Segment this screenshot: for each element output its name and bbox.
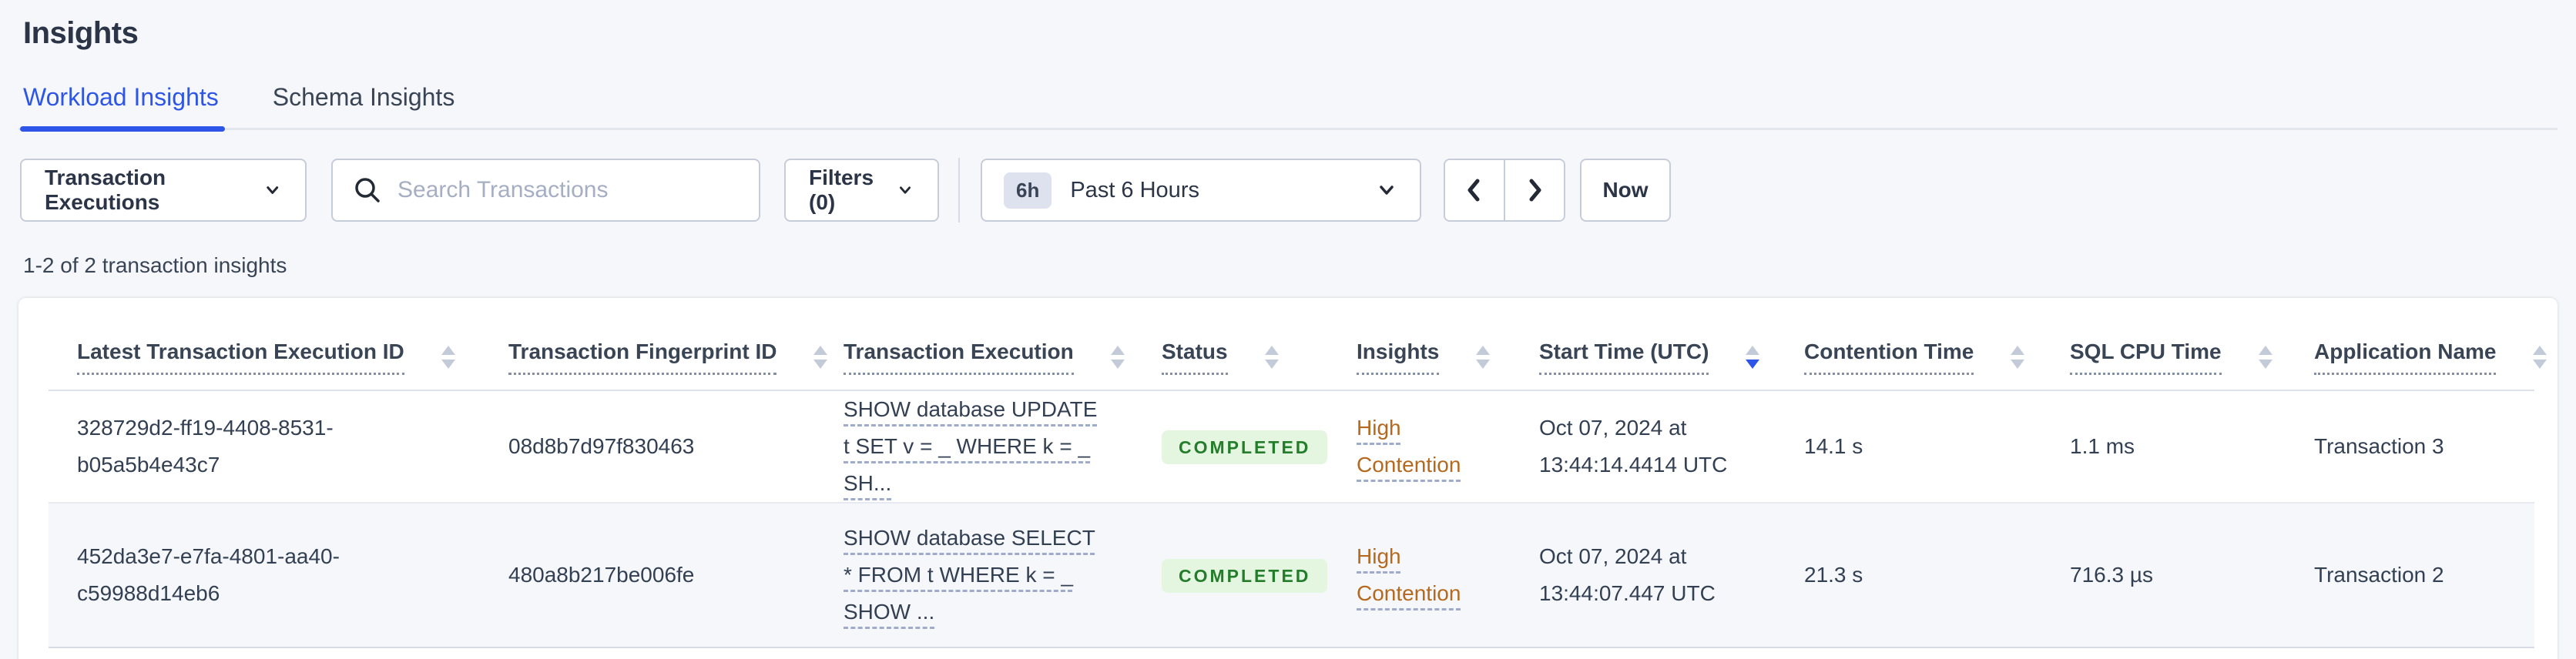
sort-icon[interactable] [813,345,828,369]
column-label: Transaction Execution [844,339,1074,375]
column-label: Contention Time [1804,339,1974,375]
column-header-sql-cpu-time[interactable]: SQL CPU Time [2070,339,2272,375]
column-header-latest-transaction-execution-id[interactable]: Latest Transaction Execution ID [77,339,465,375]
sort-icon[interactable] [2011,345,2025,369]
sort-icon[interactable] [2533,345,2547,369]
chevron-left-icon [1467,179,1480,202]
latest-execution-id: 452da3e7-e7fa-4801-aa40-c59988d14eb6 [77,544,340,605]
column-label: Insights [1357,339,1440,375]
transaction-execution-link[interactable]: SHOW database SELECT * FROM t WHERE k = … [844,526,1095,624]
fingerprint-id: 08d8b7d97f830463 [508,434,695,458]
sort-icon-active-desc[interactable] [1746,345,1760,369]
workload-type-dropdown[interactable]: Transaction Executions [20,159,307,222]
table-row: 452da3e7-e7fa-4801-aa40-c59988d14eb6 480… [49,503,2534,648]
previous-range-button[interactable] [1445,160,1505,220]
insight-link[interactable]: High Contention [1357,416,1461,477]
tab-bar: Workload Insights Schema Insights [18,83,2558,132]
time-range-picker[interactable]: 6h Past 6 Hours [981,159,1421,222]
sort-icon[interactable] [1110,345,1125,369]
column-header-status[interactable]: Status [1162,339,1313,375]
toolbar-divider [958,158,960,222]
column-header-transaction-execution[interactable]: Transaction Execution [844,339,1125,375]
insights-page: Insights Workload Insights Schema Insigh… [0,15,2576,659]
column-label: Start Time (UTC) [1539,339,1709,375]
fingerprint-id: 480a8b217be006fe [508,563,695,587]
time-range-label: Past 6 Hours [1070,177,1199,202]
start-time: Oct 07, 2024 at 13:44:14.4414 UTC [1539,416,1728,477]
table-row: 328729d2-ff19-4408-8531-b05a5b4e43c7 08d… [49,390,2534,503]
application-name: Transaction 2 [2314,563,2444,587]
column-label: SQL CPU Time [2070,339,2222,375]
status-badge: COMPLETED [1162,430,1328,464]
transaction-insights-table: Latest Transaction Execution ID Transact… [49,324,2547,648]
latest-execution-id: 328729d2-ff19-4408-8531-b05a5b4e43c7 [77,416,334,477]
column-label: Latest Transaction Execution ID [77,339,404,375]
filters-dropdown[interactable]: Filters (0) [784,159,939,222]
time-range-badge: 6h [1004,172,1052,209]
sort-icon[interactable] [2258,345,2272,369]
insight-link[interactable]: High Contention [1357,544,1461,605]
time-range-pager [1444,159,1565,222]
sort-icon[interactable] [1264,345,1279,369]
column-header-contention-time[interactable]: Contention Time [1804,339,2026,375]
application-name: Transaction 3 [2314,434,2444,458]
column-label: Status [1162,339,1228,375]
tab-workload-insights[interactable]: Workload Insights [20,83,225,132]
chevron-down-icon [899,186,911,194]
table-header-row: Latest Transaction Execution ID Transact… [49,324,2547,391]
sort-icon[interactable] [1476,345,1491,369]
start-time: Oct 07, 2024 at 13:44:07.447 UTC [1539,544,1716,605]
column-header-start-time[interactable]: Start Time (UTC) [1539,339,1760,375]
results-summary: 1-2 of 2 transaction insights [23,253,287,277]
chevron-right-icon [1529,179,1541,202]
column-header-insights[interactable]: Insights [1357,339,1495,375]
column-label: Transaction Fingerprint ID [508,339,777,375]
transaction-execution-link[interactable]: SHOW database UPDATE t SET v = _ WHERE k… [844,397,1098,495]
column-label: Application Name [2314,339,2497,375]
contention-time: 21.3 s [1804,563,1863,587]
toolbar: Transaction Executions Filters (0) 6h Pa… [18,158,2558,222]
now-button[interactable]: Now [1580,159,1671,222]
contention-time: 14.1 s [1804,434,1863,458]
filters-label: Filters (0) [809,166,874,214]
sql-cpu-time: 1.1 ms [2070,434,2135,458]
workload-type-label: Transaction Executions [45,166,166,214]
search-icon [355,178,380,202]
now-label: Now [1602,178,1649,202]
search-box[interactable] [331,159,760,222]
status-badge: COMPLETED [1162,559,1328,593]
chevron-down-icon [1380,186,1394,195]
column-header-transaction-fingerprint-id[interactable]: Transaction Fingerprint ID [508,339,828,375]
tab-schema-insights[interactable]: Schema Insights [272,83,455,111]
column-header-application-name[interactable]: Application Name [2314,339,2547,375]
search-input[interactable] [397,177,740,203]
next-range-button[interactable] [1505,160,1564,220]
chevron-down-icon [266,186,278,194]
sort-icon[interactable] [441,345,455,369]
sql-cpu-time: 716.3 µs [2070,563,2153,587]
insights-table-card: Latest Transaction Execution ID Transact… [18,298,2558,659]
page-title: Insights [23,16,139,50]
